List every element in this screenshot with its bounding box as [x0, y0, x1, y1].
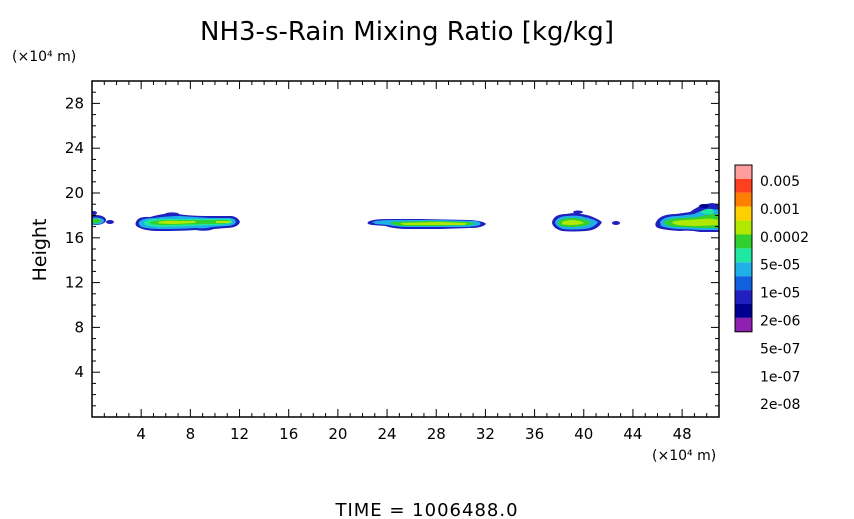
y-tick-label: 16 [65, 229, 84, 247]
colorbar-swatch [735, 165, 752, 179]
colorbar-label: 2e-06 [760, 314, 800, 330]
field-region-2 [135, 212, 240, 231]
field-region-5 [655, 203, 719, 232]
y-tick-label: 28 [65, 94, 84, 112]
colorbar-swatch [735, 276, 752, 291]
time-label: TIME = 1006488.0 [334, 500, 518, 519]
colorbar-swatch [735, 220, 752, 235]
colorbar-label: 5e-07 [760, 341, 800, 357]
x-tick-label: 12 [230, 425, 249, 443]
field-region-3 [367, 219, 486, 229]
field-layer [92, 203, 719, 232]
colorbar-label: 0.0002 [760, 230, 809, 246]
y-axis-label: Height [29, 219, 51, 282]
x-tick-label: 28 [427, 425, 446, 443]
field-region-4 [552, 210, 620, 232]
colorbar-swatch [735, 304, 752, 318]
colorbar-frame [734, 164, 753, 333]
x-tick-label: 20 [328, 425, 347, 443]
colorbar-label: 0.001 [760, 202, 800, 218]
colorbar-label: 5e-05 [760, 258, 800, 274]
x-tick-label: 32 [476, 425, 495, 443]
colorbar-label: 1e-05 [760, 286, 800, 302]
colorbar-label: 1e-07 [760, 369, 800, 385]
y-tick-label: 24 [65, 139, 84, 157]
colorbar-swatch [735, 262, 752, 277]
y-axis-unit: (×10⁴ m) [12, 49, 76, 65]
colorbar-label: 0.005 [760, 174, 800, 190]
x-axis-unit: (×10⁴ m) [652, 448, 716, 464]
colorbar-swatch [735, 192, 752, 207]
x-tick-label: 4 [136, 425, 146, 443]
x-tick-label: 36 [525, 425, 544, 443]
colorbar-swatch [735, 234, 752, 249]
x-tick-label: 44 [623, 425, 642, 443]
colorbar: 0.005 0.001 0.0002 5e-05 1e-05 2e-06 5e-07 1e-0… [734, 164, 809, 413]
colorbar-swatch [735, 248, 752, 263]
chart-title: NH3-s-Rain Mixing Ratio [kg/kg] [200, 17, 614, 47]
colorbar-swatch [735, 206, 752, 221]
y-tick-label: 4 [74, 363, 84, 381]
colorbar-swatch [735, 178, 752, 193]
colorbar-label: 2e-08 [760, 397, 800, 413]
x-tick-label: 16 [279, 425, 298, 443]
x-tick-label: 8 [186, 425, 196, 443]
x-tick-label: 48 [673, 425, 692, 443]
y-tick-label: 12 [65, 274, 84, 292]
colorbar-swatch [735, 317, 752, 332]
colorbar-swatch [735, 290, 752, 304]
y-tick-label: 8 [74, 318, 84, 336]
plot-frame [91, 80, 720, 418]
x-tick-label: 40 [574, 425, 593, 443]
field-region-1 [92, 211, 114, 225]
x-tick-label: 24 [378, 425, 397, 443]
y-tick-label: 20 [65, 184, 84, 202]
